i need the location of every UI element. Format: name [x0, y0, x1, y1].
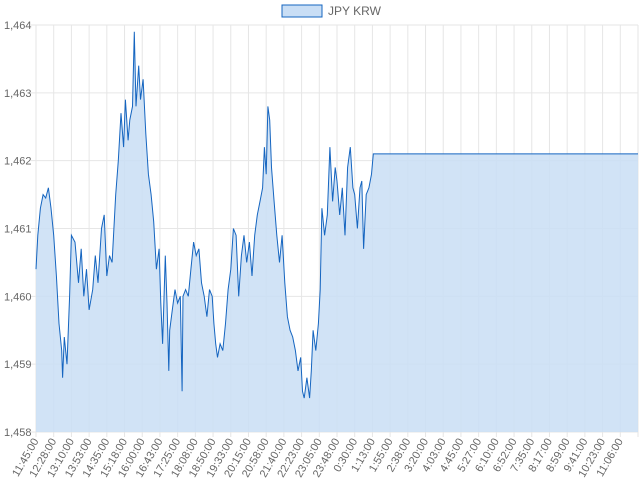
y-tick-label: 1,462	[4, 156, 32, 168]
legend-label-jpy-krw[interactable]: JPY KRW	[328, 4, 382, 18]
y-tick-label: 1,461	[4, 224, 32, 236]
plot-area	[35, 31, 638, 433]
y-tick-label: 1,464	[4, 20, 32, 32]
y-tick-label: 1,459	[4, 359, 32, 371]
y-tick-label: 1,463	[4, 88, 32, 100]
y-tick-label: 1,458	[4, 427, 32, 439]
legend-swatch-jpy-krw[interactable]	[281, 4, 323, 18]
series-line-jpy-krw	[35, 31, 638, 399]
series-area-fill	[36, 31, 638, 433]
y-tick-label: 1,460	[4, 291, 32, 303]
legend[interactable]: JPY KRW	[281, 4, 382, 18]
